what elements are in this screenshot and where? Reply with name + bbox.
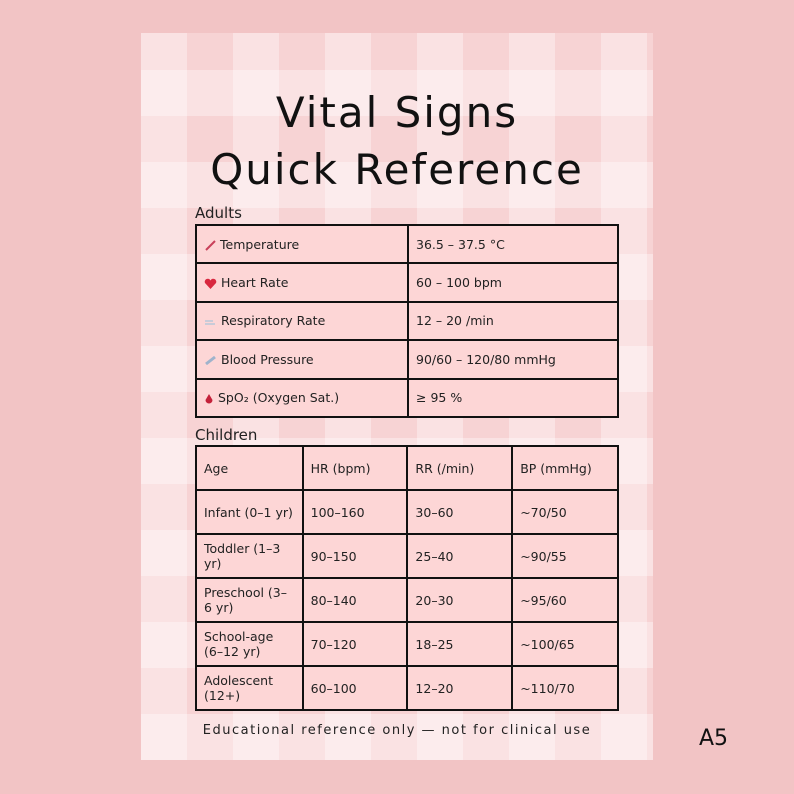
row: School-age (6–12 yr) 70–120 18–25 ~100/65: [195, 621, 619, 667]
adults-table: Temperature 36.5 – 37.5 °C Heart Rate 60 – …: [195, 223, 619, 418]
cell-text: 36.5 – 37.5 °C: [416, 236, 505, 252]
cell-text: ~95/60: [520, 592, 567, 608]
cell-text: Infant (0–1 yr): [204, 504, 293, 520]
cell: ~110/70: [511, 665, 619, 711]
cell: School-age (6–12 yr): [195, 621, 304, 667]
cell: ~100/65: [511, 621, 619, 667]
title-line: Vital Signs: [275, 88, 519, 137]
cell-text: 25–40: [415, 548, 454, 564]
size-label: A5: [699, 726, 729, 751]
cell-text: Preschool (3–6 yr): [204, 585, 288, 615]
icon: [205, 356, 216, 366]
cell-text: 12–20: [415, 680, 454, 696]
cell: Age: [195, 445, 304, 491]
cell-text: 90/60 – 120/80 mmHg: [416, 351, 556, 367]
cell: 30–60: [406, 489, 514, 535]
cell-text: 70–120: [310, 636, 357, 652]
title-line: Quick Reference: [210, 145, 584, 194]
cell: Heart Rate: [195, 262, 409, 303]
cell-text: ~90/55: [520, 548, 567, 564]
cell-text: SpO₂ (Oxygen Sat.): [218, 390, 340, 406]
cell-text: BP (mmHg): [520, 460, 592, 476]
cell-text: 30–60: [415, 504, 454, 520]
row: Respiratory Rate 12 – 20 /min: [195, 300, 619, 342]
cell-text: Temperature: [220, 236, 300, 252]
cell: HR (bpm): [301, 445, 409, 491]
row: Preschool (3–6 yr) 80–140 20–30 ~95/60: [195, 577, 619, 623]
cell: 60 – 100 bpm: [407, 262, 619, 303]
icon: [205, 320, 215, 325]
icon: [205, 240, 216, 251]
row: Temperature 36.5 – 37.5 °C: [195, 223, 619, 265]
icon: [204, 278, 217, 289]
icon: [205, 393, 213, 404]
cell-text: 60 – 100 bpm: [416, 275, 502, 291]
cell: 25–40: [406, 533, 514, 579]
cell: Respiratory Rate: [195, 300, 409, 342]
section-label: Children: [195, 426, 258, 444]
cell: 20–30: [406, 577, 514, 623]
row: Age HR (bpm) RR (/min) BP (mmHg): [195, 445, 619, 491]
cell: RR (/min): [406, 445, 514, 491]
section-label: Adults: [195, 204, 242, 222]
cell-text: Adolescent (12+): [204, 673, 273, 703]
footer: Educational reference only — not for cli…: [202, 723, 592, 738]
cell: 36.5 – 37.5 °C: [407, 223, 619, 265]
cell: ~90/55: [511, 533, 619, 579]
cell-text: Respiratory Rate: [221, 313, 326, 329]
row: Infant (0–1 yr) 100–160 30–60 ~70/50: [195, 489, 619, 535]
cell-text: ~110/70: [520, 680, 575, 696]
cell: 90/60 – 120/80 mmHg: [407, 339, 619, 380]
cell: 12–20: [406, 665, 514, 711]
cell: Adolescent (12+): [195, 665, 304, 711]
cell-text: ~100/65: [520, 636, 575, 652]
cell-text: Heart Rate: [221, 275, 289, 291]
cell: BP (mmHg): [511, 445, 619, 491]
row: Blood Pressure 90/60 – 120/80 mmHg: [195, 339, 619, 380]
row: Toddler (1–3 yr) 90–150 25–40 ~90/55: [195, 533, 619, 579]
cell-text: 18–25: [415, 636, 454, 652]
cell-text: Toddler (1–3 yr): [204, 541, 281, 571]
cell-text: School-age (6–12 yr): [204, 629, 274, 659]
cell-text: 80–140: [310, 592, 357, 608]
cell-text: ≥ 95 %: [416, 390, 463, 406]
row: Heart Rate 60 – 100 bpm: [195, 262, 619, 303]
children-table: Age HR (bpm) RR (/min) BP (mmHg) Infant (0–1…: [195, 445, 619, 711]
cell: 18–25: [406, 621, 514, 667]
cell: ~70/50: [511, 489, 619, 535]
cell-text: HR (bpm): [310, 460, 371, 476]
cell: 80–140: [301, 577, 409, 623]
row: Adolescent (12+) 60–100 12–20 ~110/70: [195, 665, 619, 711]
cell: Preschool (3–6 yr): [195, 577, 304, 623]
cell-text: 20–30: [415, 592, 454, 608]
cell: Infant (0–1 yr): [195, 489, 304, 535]
cell-text: 100–160: [310, 504, 365, 520]
row: SpO₂ (Oxygen Sat.) ≥ 95 %: [195, 377, 619, 418]
cell-text: Age: [204, 460, 229, 476]
cell: ~95/60: [511, 577, 619, 623]
cell: 100–160: [301, 489, 409, 535]
cell: 90–150: [301, 533, 409, 579]
cell-text: 90–150: [310, 548, 357, 564]
cell: Toddler (1–3 yr): [195, 533, 304, 579]
cell: Temperature: [195, 223, 409, 265]
cell: 70–120: [301, 621, 409, 667]
cell: SpO₂ (Oxygen Sat.): [195, 377, 409, 418]
cell-text: 60–100: [310, 680, 357, 696]
cell-text: 12 – 20 /min: [416, 313, 494, 329]
cell-text: RR (/min): [415, 460, 475, 476]
cell-text: ~70/50: [520, 504, 567, 520]
cell: 12 – 20 /min: [407, 300, 619, 342]
cell: Blood Pressure: [195, 339, 409, 380]
cell: ≥ 95 %: [407, 377, 619, 418]
cell: 60–100: [301, 665, 409, 711]
cell-text: Blood Pressure: [221, 351, 314, 367]
